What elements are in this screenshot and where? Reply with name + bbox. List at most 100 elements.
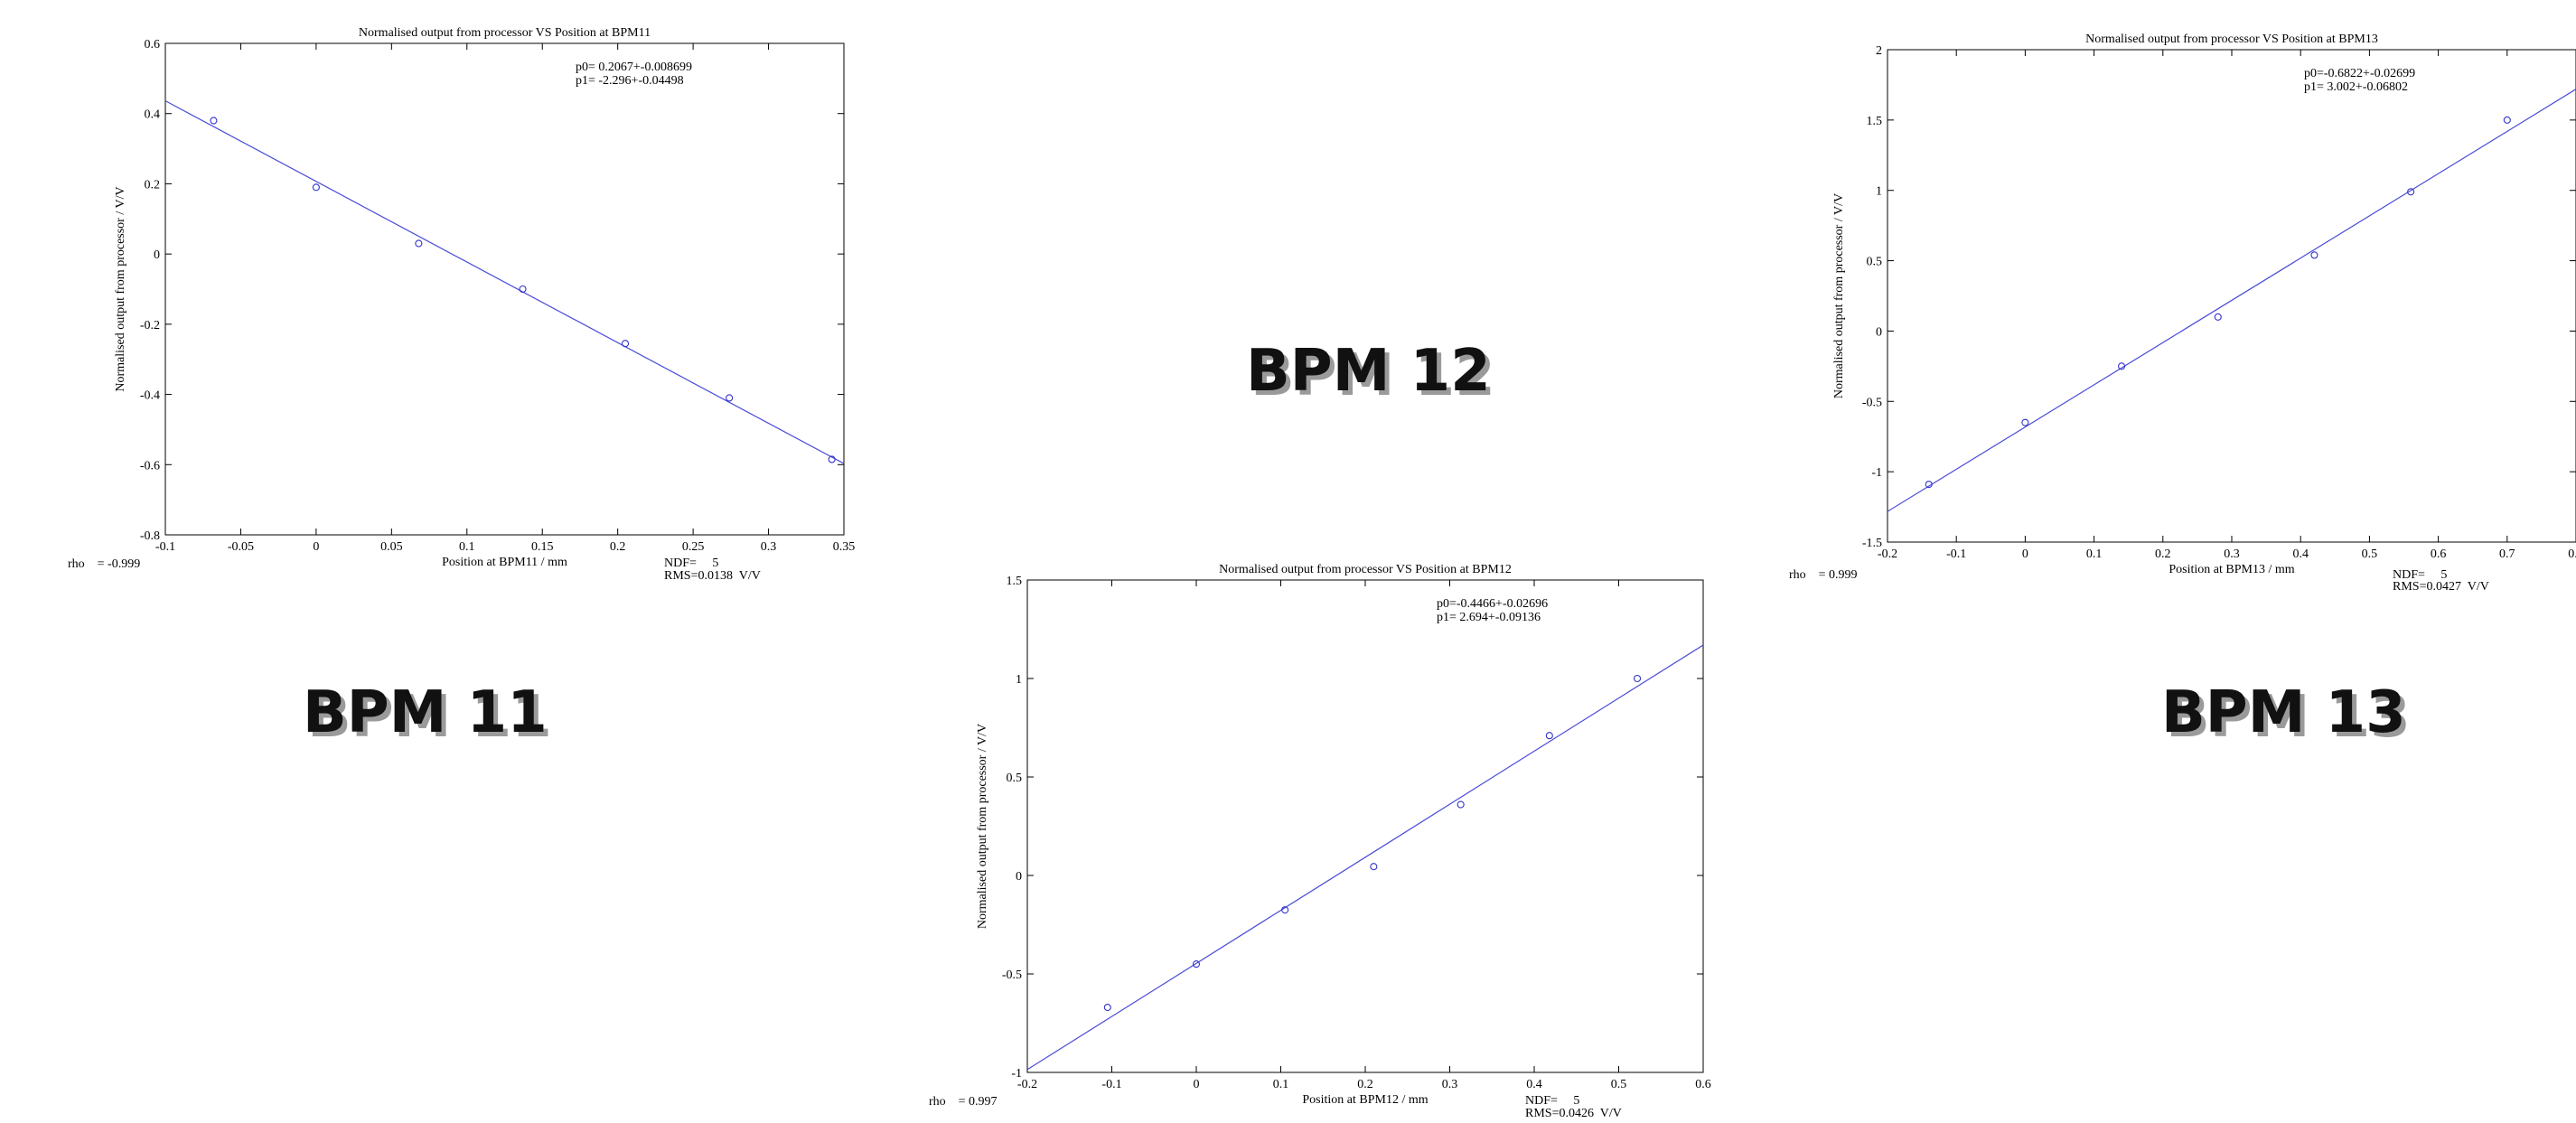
bpm12-x-axis-label: Position at BPM12 / mm <box>1302 1093 1428 1107</box>
bpm13-ytick-label: 1.5 <box>1867 115 1883 128</box>
bpm11-chart: Normalised output from processor VS Posi… <box>68 26 855 583</box>
bpm13-ytick-label: 2 <box>1876 44 1882 58</box>
bpm11-data-point <box>210 117 218 125</box>
bpm13-ytick-label: -0.5 <box>1862 396 1882 409</box>
bpm11-ytick-label: -0.4 <box>140 389 160 403</box>
bpm11-data-point <box>828 455 836 463</box>
bpm11-xtick-label: 0.25 <box>682 540 705 554</box>
bpm11-fit-line <box>165 100 844 464</box>
bpm12-xtick-label: 0.4 <box>1526 1078 1542 1091</box>
bpm12-xtick-label: 0.5 <box>1611 1078 1627 1091</box>
bpm12-xtick-label: 0.2 <box>1357 1078 1373 1091</box>
bpm13-label-shadow: BPM 13 <box>2166 684 2411 751</box>
bpm13-xtick-label: 0 <box>2022 547 2028 561</box>
bpm13-xtick-label: -0.1 <box>1946 547 1966 561</box>
bpm11-data-point <box>726 394 734 402</box>
bpm11-fit-param: p1= -2.296+-0.04498 <box>576 74 684 88</box>
bpm11-xtick-label: 0.3 <box>761 540 777 554</box>
bpm13-fit-param: p1= 3.002+-0.06802 <box>2304 80 2408 94</box>
bpm12-label-group: BPM 12 BPM 12 <box>1246 338 1495 409</box>
bpm11-label-shadow: BPM 11 <box>307 684 552 751</box>
bpm11-ytick-label: -0.6 <box>140 459 160 473</box>
bpm11-ytick-label: 0.4 <box>145 108 161 122</box>
bpm12-ytick-label: 1.5 <box>1007 575 1023 588</box>
bpm13-xtick-label: 0.3 <box>2224 547 2240 561</box>
bpm13-data-point <box>2118 362 2126 370</box>
bpm11-label: BPM 11 <box>303 679 548 746</box>
bpm13-fit-line <box>1888 89 2576 512</box>
bpm12-data-point <box>1457 800 1465 809</box>
bpm13-data-point <box>2021 418 2029 426</box>
bpm11-xtick-label: 0.15 <box>531 540 554 554</box>
bpm13-fit-param: p0=-0.6822+-0.02699 <box>2304 67 2415 80</box>
bpm12-xtick-label: -0.2 <box>1017 1078 1037 1091</box>
bpm12-rho-text: rho = 0.997 <box>929 1095 998 1109</box>
bpm12-ndf-text: NDF= 5 <box>1525 1094 1579 1108</box>
bpm13-xtick-label: 0.7 <box>2499 547 2515 561</box>
bpm12-data-point <box>1370 863 1378 871</box>
bpm12-chart: Normalised output from processor VS Posi… <box>929 563 1711 1120</box>
bpm11-xtick-label: 0.05 <box>380 540 403 554</box>
bpm13-xtick-label: 0.6 <box>2431 547 2447 561</box>
bpm13-chart-title: Normalised output from processor VS Posi… <box>2085 33 2378 46</box>
bpm11-xtick-label: 0.1 <box>459 540 475 554</box>
bpm13-data-point <box>2407 188 2415 196</box>
bpm12-ytick-label: 0 <box>1016 870 1022 884</box>
bpm13-ytick-label: -1.5 <box>1862 537 1882 550</box>
bpm13-xtick-label: -0.2 <box>1878 547 1897 561</box>
bpm12-ytick-label: -0.5 <box>1002 969 1022 982</box>
bpm12-xtick-label: -0.1 <box>1101 1078 1121 1091</box>
bpm12-label-shadow: BPM 12 <box>1251 342 1495 409</box>
bpm12-fit-param: p1= 2.694+-0.09136 <box>1437 611 1541 624</box>
bpm11-xtick-label: 0.2 <box>610 540 626 554</box>
bpm12-data-point <box>1281 906 1289 914</box>
bpm11-ytick-label: -0.2 <box>140 319 160 332</box>
bpm11-xtick-label: -0.1 <box>155 540 175 554</box>
bpm13-ndf-text: NDF= 5 <box>2393 568 2447 582</box>
bpm13-xtick-label: 0.8 <box>2568 547 2576 561</box>
bpm11-ytick-label: 0.2 <box>145 178 161 192</box>
bpm12-data-point <box>1634 674 1642 683</box>
bpm12-data-point <box>1192 960 1201 969</box>
bpm12-xtick-label: 0.6 <box>1695 1078 1711 1091</box>
bpm11-y-axis-label: Normalised output from processor / V/V <box>114 186 127 391</box>
bpm13-ytick-label: 1 <box>1876 185 1882 199</box>
bpm11-rms-text: RMS=0.0138 V/V <box>664 569 761 583</box>
bpm12-data-point <box>1545 732 1553 740</box>
bpm13-data-point <box>2310 251 2318 259</box>
bpm13-ytick-label: 0 <box>1876 325 1882 339</box>
bpm11-rho-text: rho = -0.999 <box>68 557 140 571</box>
bpm11-ndf-text: NDF= 5 <box>664 557 718 570</box>
bpm13-label: BPM 13 <box>2161 679 2406 746</box>
bpm12-xtick-label: 0.1 <box>1273 1078 1289 1091</box>
bpm13-xtick-label: 0.5 <box>2362 547 2378 561</box>
bpm11-chart-title: Normalised output from processor VS Posi… <box>359 26 651 40</box>
bpm11-fit-param: p0= 0.2067+-0.008699 <box>576 61 692 74</box>
bpm12-fit-line <box>1027 644 1703 1071</box>
bpm11-xtick-label: 0.35 <box>833 540 856 554</box>
bpm13-plot-frame <box>1887 49 2576 543</box>
bpm12-xtick-label: 0.3 <box>1442 1078 1458 1091</box>
bpm11-ytick-label: 0 <box>154 248 160 262</box>
bpm13-data-point <box>1925 481 1933 489</box>
bpm13-xtick-label: 0.1 <box>2086 547 2103 561</box>
bpm12-ytick-label: 1 <box>1016 673 1022 687</box>
bpm13-xtick-label: 0.4 <box>2292 547 2309 561</box>
bpm12-fit-param: p0=-0.4466+-0.02696 <box>1437 597 1548 611</box>
bpm12-plot-frame <box>1026 579 1704 1073</box>
bpm12-ytick-label: 0.5 <box>1007 772 1023 785</box>
bpm12-label: BPM 12 <box>1246 338 1491 405</box>
bpm11-data-point <box>312 183 320 192</box>
bpm13-xtick-label: 0.2 <box>2155 547 2171 561</box>
bpm11-xtick-label: 0 <box>313 540 319 554</box>
bpm12-data-point <box>1103 1004 1111 1012</box>
bpm13-data-point <box>2503 116 2511 124</box>
bpm13-chart: Normalised output from processor VS Posi… <box>1789 33 2576 594</box>
bpm13-y-axis-label: Normalised output from processor / V/V <box>1832 193 1846 398</box>
bpm11-ytick-label: -0.8 <box>140 529 160 543</box>
bpm13-label-group: BPM 13 BPM 13 <box>2161 679 2411 751</box>
bpm12-rms-text: RMS=0.0426 V/V <box>1525 1107 1622 1120</box>
bpm11-data-point <box>621 340 630 348</box>
bpm12-ytick-label: -1 <box>1011 1067 1022 1081</box>
